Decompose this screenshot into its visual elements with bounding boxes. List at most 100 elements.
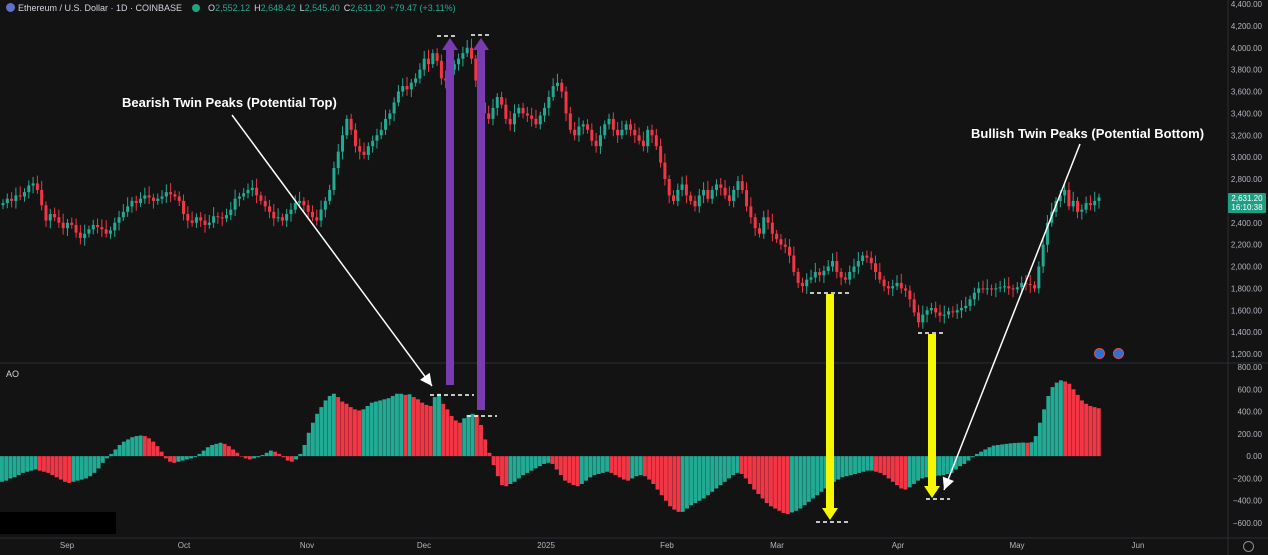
ao-bar xyxy=(1096,408,1101,457)
ao-bar xyxy=(458,422,462,457)
ao-bar xyxy=(138,435,143,457)
event-flag-icon[interactable] xyxy=(1094,348,1105,359)
candle-body xyxy=(396,91,400,103)
ao-bar xyxy=(815,456,820,496)
ao-bar xyxy=(697,456,702,501)
ao-bar xyxy=(1092,407,1097,457)
ao-bar xyxy=(424,404,429,457)
ao-bar xyxy=(281,456,286,458)
ao-bar xyxy=(235,452,240,457)
candle-body xyxy=(654,135,658,147)
ao-bar xyxy=(285,456,290,461)
ao-bar xyxy=(21,456,25,473)
ao-bar xyxy=(151,441,156,457)
candle-body xyxy=(1015,287,1019,290)
candle-body xyxy=(964,305,968,309)
ao-bar xyxy=(121,441,126,457)
ao-bar xyxy=(109,453,114,457)
low-value: 2,545.40 xyxy=(304,3,340,13)
ao-bar xyxy=(504,456,509,487)
candle-body xyxy=(199,217,203,221)
candle-body xyxy=(255,187,259,196)
last-price: 2,631.20 xyxy=(1231,194,1263,203)
candle-body xyxy=(435,53,439,61)
ao-bar xyxy=(794,456,799,511)
candle-body xyxy=(547,96,551,108)
indicator-label[interactable]: AO xyxy=(6,369,20,379)
candle-body xyxy=(1080,209,1084,212)
candle-body xyxy=(1067,189,1071,207)
ao-bar xyxy=(1063,381,1068,457)
ao-bar xyxy=(630,456,635,479)
ao-bar xyxy=(836,456,841,480)
candle-body xyxy=(414,78,418,83)
candle-body xyxy=(388,113,392,119)
candle-body xyxy=(134,200,138,204)
candle-body xyxy=(788,246,792,256)
ao-bar xyxy=(1067,383,1072,457)
candle-body xyxy=(861,255,865,262)
ao-bar xyxy=(260,455,265,457)
ao-bar xyxy=(357,410,362,457)
candle-body xyxy=(444,78,448,81)
candle-body xyxy=(826,266,830,271)
ao-bar xyxy=(336,397,341,457)
time-tick-label: May xyxy=(1009,541,1024,550)
bullish-pointer-head xyxy=(942,476,954,490)
ao-tick-label: 800.00 xyxy=(1238,363,1263,372)
candle-body xyxy=(332,168,336,190)
candle-body xyxy=(1020,282,1024,288)
ao-bar xyxy=(684,456,689,509)
ao-bar xyxy=(869,456,874,471)
price-tick-label: 1,600.00 xyxy=(1231,306,1263,315)
ao-bar xyxy=(214,443,219,457)
ao-bar xyxy=(558,456,563,476)
candle-body xyxy=(762,217,766,234)
candle-body xyxy=(573,129,577,136)
ao-bar xyxy=(546,456,551,463)
ao-bar xyxy=(1037,422,1042,457)
ao-bar xyxy=(853,456,857,474)
ao-bar xyxy=(428,406,433,457)
candle-body xyxy=(315,217,319,221)
ao-bar xyxy=(390,395,395,457)
ao-bar xyxy=(874,456,878,472)
candle-body xyxy=(990,288,994,290)
ao-bar xyxy=(525,456,530,473)
symbol-title[interactable]: Ethereum / U.S. Dollar · 1D · COINBASE xyxy=(18,3,183,13)
event-flag-icon[interactable] xyxy=(1113,348,1124,359)
ao-bar xyxy=(268,450,273,457)
candle-body xyxy=(766,217,770,223)
candle-body xyxy=(358,146,362,152)
ao-bar xyxy=(197,453,202,457)
ao-bar xyxy=(243,456,248,459)
ao-bar xyxy=(176,456,181,462)
candle-body xyxy=(500,96,504,105)
candle-body xyxy=(525,113,529,116)
purple-arrow-head xyxy=(442,38,458,50)
ao-bar xyxy=(218,442,223,457)
ao-bar xyxy=(533,456,538,469)
price-tick-label: 2,800.00 xyxy=(1231,175,1263,184)
ao-bar xyxy=(172,456,177,463)
candle-body xyxy=(259,195,263,201)
time-tick-label: Dec xyxy=(417,541,431,550)
ao-bar xyxy=(252,456,257,459)
time-tick-label: Apr xyxy=(892,541,905,550)
ao-bar xyxy=(663,456,668,501)
ao-bar xyxy=(1046,395,1051,457)
ao-bar xyxy=(449,416,454,457)
ao-bar xyxy=(105,456,109,459)
settings-gear-icon[interactable] xyxy=(1243,541,1254,552)
ao-bar xyxy=(592,456,597,476)
candle-body xyxy=(384,118,388,130)
candle-body xyxy=(637,135,641,141)
ao-bar xyxy=(25,456,30,472)
ao-bar xyxy=(344,403,349,457)
ao-bar xyxy=(386,398,391,457)
ao-bar xyxy=(4,456,9,481)
candle-body xyxy=(418,69,422,79)
candle-body xyxy=(65,222,69,229)
candle-body xyxy=(809,277,813,280)
